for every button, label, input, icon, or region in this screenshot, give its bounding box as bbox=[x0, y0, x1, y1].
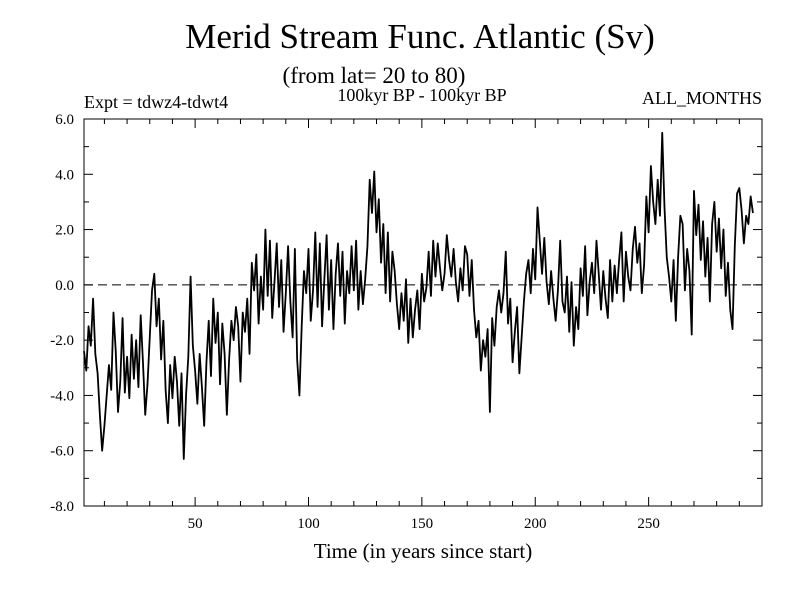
chart-title: Merid Stream Func. Atlantic (Sv) bbox=[185, 17, 655, 56]
y-axis: -8.0 -6.0 -4.0 -2.0 0.0 2.0 4.0 6.0 bbox=[50, 112, 762, 515]
experiment-label: Expt = tdwz4-tdwt4 bbox=[84, 92, 228, 112]
x-tick-label: 50 bbox=[188, 516, 203, 532]
series-line bbox=[83, 131, 754, 460]
chart-subtitle: (from lat= 20 to 80) bbox=[283, 63, 466, 88]
x-tick-label: 150 bbox=[411, 516, 434, 532]
y-tick-label: 6.0 bbox=[55, 112, 74, 128]
y-tick-label: 0.0 bbox=[55, 278, 74, 294]
y-tick-label: 4.0 bbox=[55, 167, 74, 183]
x-tick-label: 250 bbox=[637, 516, 660, 532]
x-axis-label: Time (in years since start) bbox=[314, 539, 533, 563]
x-tick-label: 200 bbox=[524, 516, 547, 532]
x-axis: 50 100 150 200 250 bbox=[103, 119, 740, 532]
y-tick-label: 2.0 bbox=[55, 223, 74, 239]
period-label: 100kyr BP - 100kyr BP bbox=[337, 85, 506, 105]
y-tick-label: -8.0 bbox=[50, 499, 74, 515]
x-tick-label: 100 bbox=[297, 516, 320, 532]
y-tick-label: -4.0 bbox=[50, 388, 74, 404]
months-label: ALL_MONTHS bbox=[642, 88, 762, 108]
y-tick-label: -2.0 bbox=[50, 333, 74, 349]
y-tick-label: -6.0 bbox=[50, 444, 74, 460]
